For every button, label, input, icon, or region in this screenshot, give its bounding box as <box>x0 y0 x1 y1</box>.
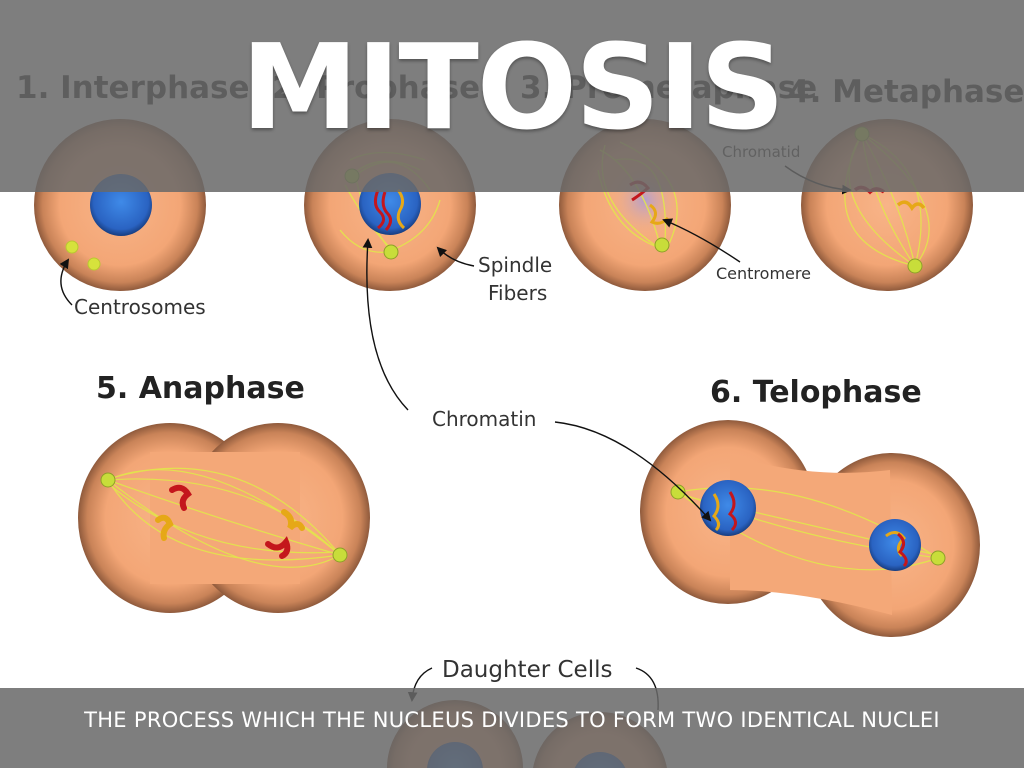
nucleus <box>869 519 921 571</box>
label-centromere: Centromere <box>716 264 811 283</box>
chromosome <box>265 536 291 559</box>
centrosome <box>65 240 79 254</box>
slide-title: MITOSIS <box>240 18 785 156</box>
chromosome <box>396 189 406 230</box>
cell-middle <box>150 452 300 584</box>
arrow-chromatin-prophase <box>362 238 409 411</box>
cell-middle <box>730 455 892 615</box>
chromosome <box>373 189 385 230</box>
nucleus <box>700 480 756 536</box>
arrow-spindle-fibers <box>436 246 475 267</box>
centrosome <box>654 237 670 253</box>
centrosome <box>383 244 399 260</box>
chromosome <box>169 484 192 511</box>
chromosome <box>155 514 174 541</box>
spindle-fibers <box>107 467 341 568</box>
label-spindle-line2: Fibers <box>488 281 547 305</box>
label-spindle-line1: Spindle <box>478 253 552 277</box>
centrosome <box>332 547 348 563</box>
centrosome <box>670 484 686 500</box>
cell-anaphase <box>78 423 370 613</box>
centrosome <box>907 258 923 274</box>
chromosome <box>281 509 305 531</box>
label-daughter-cells: Daughter Cells <box>442 657 612 683</box>
centrosome <box>930 550 946 566</box>
chromosome <box>711 493 721 532</box>
arrow-centrosomes <box>59 258 73 306</box>
centrosome <box>100 472 116 488</box>
chromosome <box>381 191 393 231</box>
arrow-chromatin-telophase <box>554 421 712 522</box>
stage-5-title: 5. Anaphase <box>96 371 305 406</box>
title-band <box>0 0 1024 192</box>
subtitle-band <box>0 688 1024 768</box>
slide-subtitle: THE PROCESS WHICH THE NUCLEUS DIVIDES TO… <box>84 708 940 732</box>
centrosome <box>87 257 101 271</box>
chromosome <box>727 491 737 532</box>
chromosome <box>896 200 926 212</box>
chromosome <box>897 532 908 568</box>
arrow-centromere <box>662 218 741 263</box>
cell-telophase <box>640 420 980 637</box>
stage-6-title: 6. Telophase <box>710 375 922 410</box>
label-chromatin: Chromatin <box>432 407 536 431</box>
label-centrosomes: Centrosomes <box>74 295 206 319</box>
